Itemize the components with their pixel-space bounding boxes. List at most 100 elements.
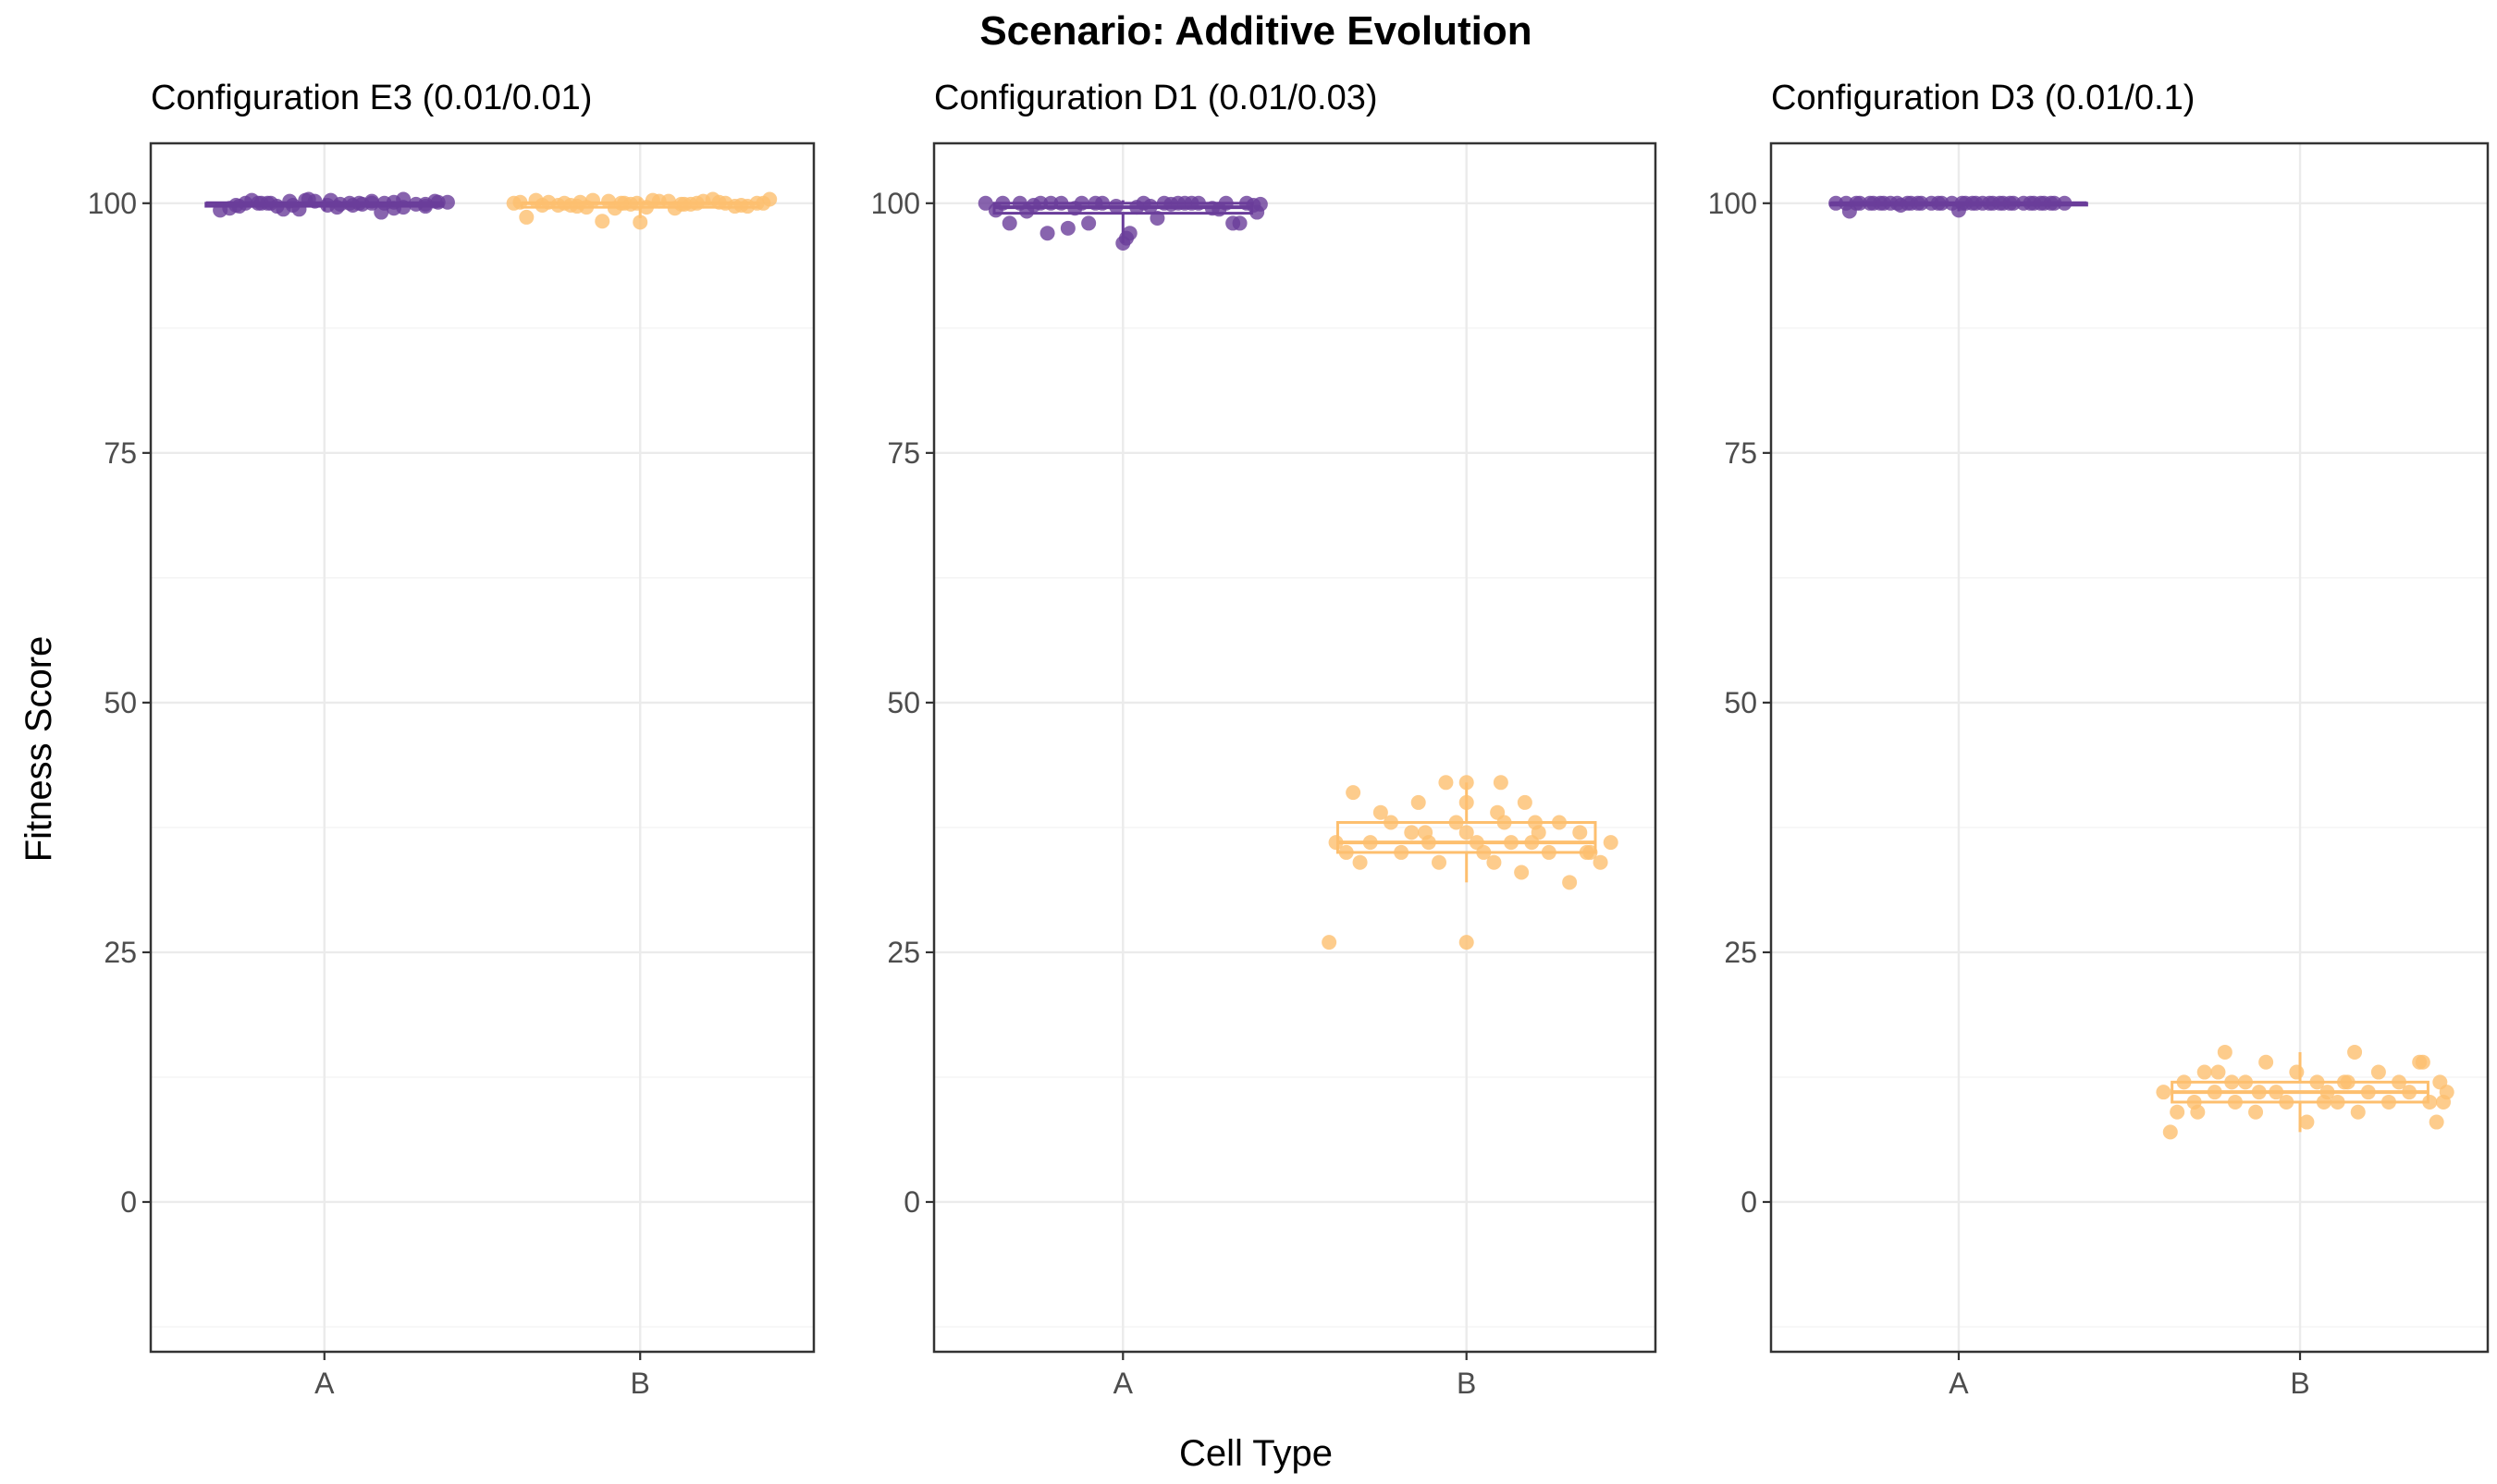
data-point: [2224, 1074, 2240, 1090]
data-point: [733, 197, 749, 213]
data-point: [595, 214, 610, 229]
data-point: [1572, 825, 1588, 840]
data-point: [1212, 202, 1227, 217]
data-point: [1346, 785, 1361, 801]
data-point: [1876, 195, 1891, 211]
data-point: [1900, 195, 1915, 211]
data-point: [1593, 854, 1608, 870]
data-point: [677, 196, 693, 212]
points-a: [978, 195, 1268, 251]
data-point: [1910, 195, 1925, 211]
panel-border: [1769, 141, 2490, 1354]
data-point: [418, 199, 434, 215]
data-point: [2316, 1094, 2331, 1110]
y-tick-label: 100: [1708, 187, 1757, 220]
data-point: [2162, 1124, 2178, 1140]
points-b: [2156, 1044, 2454, 1140]
data-point: [1458, 825, 1474, 840]
data-point: [2392, 1074, 2407, 1090]
data-point: [569, 199, 584, 215]
y-tick-label: 0: [120, 1185, 137, 1219]
data-point: [633, 215, 648, 230]
data-point: [2057, 195, 2073, 211]
data-point: [228, 197, 244, 213]
data-point: [282, 193, 298, 209]
data-point: [2217, 1044, 2233, 1060]
x-tick-label: A: [314, 1367, 335, 1400]
data-point: [2422, 1094, 2438, 1110]
data-point: [2170, 1104, 2185, 1120]
points-a: [1828, 195, 2073, 219]
data-point: [1486, 854, 1502, 870]
data-point: [1170, 195, 1186, 211]
panel-1: 0 25 50 75 100 A B Configuration E3 (0.01/0.01): [88, 79, 816, 1400]
data-point: [2330, 1094, 2345, 1110]
data-point: [1129, 200, 1145, 215]
data-point: [519, 209, 535, 225]
facet-title: Configuration D1 (0.01/0.03): [934, 79, 1378, 117]
data-point: [695, 193, 711, 209]
data-point: [2337, 1074, 2352, 1090]
data-point: [2156, 1085, 2171, 1100]
data-point: [2002, 195, 2018, 211]
y-tick-label: 100: [88, 187, 137, 220]
data-point: [711, 194, 727, 210]
data-point: [756, 195, 771, 211]
data-point: [2190, 1104, 2206, 1120]
data-point: [1033, 195, 1049, 211]
panels-group: 0 25 50 75 100 A B Configuration E3 (0.01/0.01)…: [88, 79, 2490, 1400]
data-point: [1143, 199, 1158, 215]
chart-title: Scenario: Additive Evolution: [979, 8, 1531, 54]
data-point: [2279, 1094, 2294, 1110]
panel-border: [149, 141, 816, 1354]
data-point: [1476, 844, 1492, 860]
y-tick-label: 25: [104, 936, 137, 969]
points-a: [213, 191, 455, 220]
data-point: [1088, 195, 1103, 211]
data-point: [601, 193, 617, 209]
data-point: [995, 195, 1011, 211]
facet-title: Configuration D3 (0.01/0.1): [1771, 79, 2195, 117]
data-point: [1849, 195, 1864, 211]
y-tick-label: 0: [904, 1185, 920, 1219]
data-point: [1493, 775, 1508, 791]
data-point: [2402, 1085, 2417, 1100]
data-point: [1458, 794, 1474, 810]
data-point: [535, 197, 550, 213]
data-point: [2415, 1054, 2430, 1070]
data-point: [1514, 865, 1530, 880]
data-point: [2196, 1064, 2212, 1080]
data-point: [1119, 230, 1134, 246]
points-b: [506, 191, 778, 230]
data-point: [1225, 215, 1241, 231]
y-tick-label: 75: [887, 436, 920, 470]
panel-border: [932, 141, 1657, 1354]
data-point: [2350, 1104, 2366, 1120]
panel-3: 0 25 50 75 100 A B Configuration D3 (0.01/0.1): [1708, 79, 2490, 1400]
data-point: [2210, 1064, 2226, 1080]
data-point: [1410, 794, 1426, 810]
data-point: [2380, 1094, 2396, 1110]
data-point: [1108, 199, 1124, 215]
data-point: [1384, 815, 1398, 830]
data-point: [1438, 775, 1454, 791]
data-point: [376, 195, 392, 211]
data-point: [1394, 844, 1409, 860]
data-point: [1150, 211, 1165, 227]
data-point: [1053, 195, 1069, 211]
data-point: [1889, 195, 1905, 211]
data-point: [1865, 195, 1881, 211]
data-point: [1579, 844, 1594, 860]
data-point: [2237, 1074, 2253, 1090]
data-point: [557, 195, 572, 211]
data-point: [2176, 1074, 2192, 1090]
data-point: [1958, 195, 1974, 211]
y-tick-label: 75: [104, 436, 137, 470]
data-point: [1432, 854, 1446, 870]
data-point: [1156, 195, 1172, 211]
data-point: [2248, 1104, 2264, 1120]
data-point: [1002, 215, 1017, 231]
data-point: [2269, 1085, 2284, 1100]
data-point: [2299, 1114, 2315, 1130]
data-point: [1552, 815, 1567, 830]
